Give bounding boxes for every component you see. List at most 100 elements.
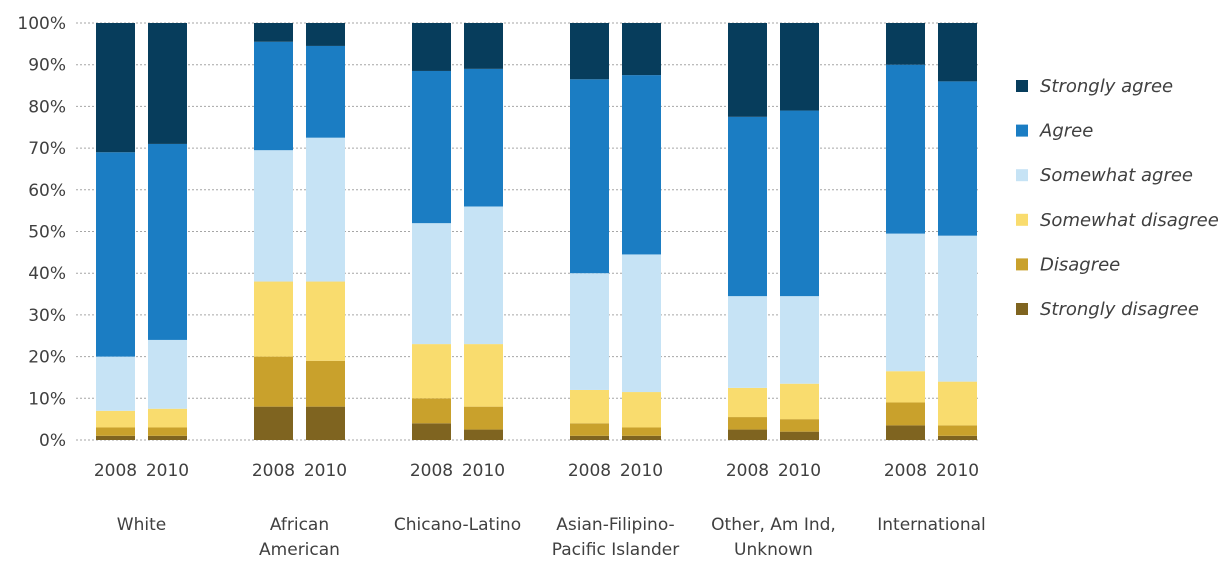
bar-segment [938,23,977,82]
x-group-label: White [117,515,166,535]
legend-label: Strongly agree [1040,76,1173,97]
legend-swatch [1016,303,1028,315]
bar-segment [728,116,767,297]
bar-segment [412,23,451,71]
bar-segment [464,429,503,440]
bar-segment [254,23,293,42]
x-axis: 2008 2010 White 2008 2010 African American 2008… [94,461,986,560]
bar-segment [306,406,345,440]
gridlines [76,22,978,441]
bar-segment [938,425,977,436]
y-tick-label: 10% [28,389,66,409]
bar-segment [780,383,819,420]
y-tick-label: 70% [28,139,66,159]
x-year-label: 2010 [146,461,189,481]
bar-segment [412,223,451,345]
x-year-label: 2010 [778,461,821,481]
bar-segment [938,435,977,440]
bar-segment [886,64,925,234]
bar-segment [464,344,503,407]
bar-segment [306,23,345,46]
x-group-label: Asian-Filipino- [556,515,674,535]
bar-segment [412,344,451,399]
bar-segment [622,254,661,393]
bar-segment [938,235,977,382]
bar-segment [148,408,187,428]
bar-segment [570,23,609,80]
x-year-label: 2008 [726,461,769,481]
x-group-label: Chicano-Latino [394,515,521,535]
bar-segment [148,427,187,436]
x-year-label: 2010 [936,461,979,481]
legend-swatch [1016,258,1028,271]
bar-segment [306,137,345,282]
bar-segment [96,152,135,357]
bar-segment [622,75,661,255]
bar-segment [938,81,977,236]
bar-segment [306,281,345,361]
bar-segment [96,435,135,440]
bar-segment [412,398,451,424]
bar-segment [728,429,767,440]
bar-segment [622,435,661,440]
bar-segment [780,419,819,432]
bar-segment [886,23,925,65]
bar-segment [96,23,135,153]
bar-segment [306,45,345,138]
y-tick-label: 80% [28,97,66,117]
bar-segment [622,392,661,428]
x-year-label: 2010 [620,461,663,481]
x-group-label: International [877,515,986,535]
bar-segment [464,23,503,69]
x-group-label: African [270,515,329,535]
bar-segment [412,423,451,440]
y-tick-label: 40% [28,264,66,284]
bar-segment [780,23,819,111]
y-tick-label: 100% [17,14,66,34]
y-tick-label: 90% [28,56,66,76]
bar-segment [570,389,609,424]
bar-segment [464,406,503,430]
x-year-label: 2008 [410,461,453,481]
y-tick-label: 50% [28,223,66,243]
x-group-label: Pacific Islander [552,540,679,560]
x-year-label: 2008 [568,461,611,481]
x-year-label: 2010 [304,461,347,481]
y-tick-label: 20% [28,348,66,368]
bar-segment [570,79,609,274]
x-year-label: 2008 [94,461,137,481]
y-tick-label: 0% [39,431,66,451]
legend-label: Disagree [1040,254,1120,275]
bar-segment [148,23,187,144]
bar-segment [570,273,609,390]
bar-segment [254,406,293,440]
bar-segment [254,356,293,407]
bar-segment [886,425,925,440]
legend-label: Agree [1039,121,1093,142]
bar-segment [780,296,819,384]
bar-segment [728,417,767,430]
bar-segment [96,410,135,428]
x-year-label: 2008 [252,461,295,481]
legend-swatch [1016,124,1028,137]
y-tick-label: 60% [28,181,66,201]
bar-segment [780,110,819,297]
bar-segment [938,381,977,426]
bars [96,23,977,440]
bar-segment [886,233,925,372]
bar-segment [96,356,135,411]
y-axis: 0% 10% 20% 30% 40% 50% 60% 70% 80% 90% 100% [17,14,66,451]
bar-segment [728,387,767,418]
bar-segment [464,206,503,345]
bar-segment [96,427,135,436]
legend-swatch [1016,169,1028,182]
bar-segment [412,70,451,224]
bar-segment [148,435,187,440]
x-year-label: 2008 [884,461,927,481]
y-tick-label: 30% [28,306,66,326]
bar-segment [254,41,293,151]
x-year-label: 2010 [462,461,505,481]
legend-label: Somewhat disagree [1040,210,1219,231]
bar-segment [254,150,293,282]
bar-segment [622,23,661,76]
